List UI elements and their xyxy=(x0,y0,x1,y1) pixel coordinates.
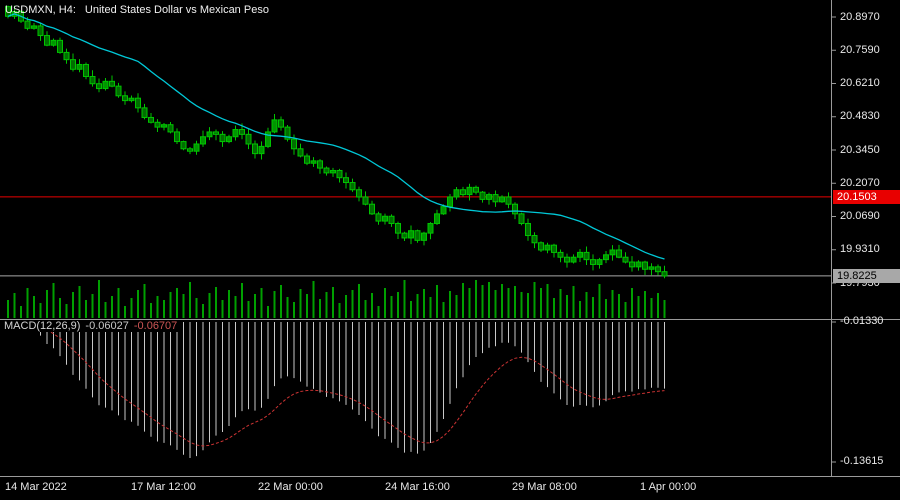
indicator-main-value: -0.06027 xyxy=(85,320,129,332)
time-axis[interactable]: 14 Mar 2022 17 Mar 12:00 22 Mar 00:00 24 Ma… xyxy=(0,477,900,500)
price-horizontal-lines xyxy=(0,196,831,277)
price-axis-label: 20.7590 xyxy=(840,44,880,56)
time-axis-label: 24 Mar 16:00 xyxy=(385,481,450,493)
indicator-signal-value: -0.06707 xyxy=(133,320,178,332)
ma-line xyxy=(7,13,665,260)
price-axis-label: 20.6210 xyxy=(840,77,880,89)
price-axis-label: 20.4830 xyxy=(840,110,880,122)
chart-title: USDMXN, H4: United States Dollar vs Mexic… xyxy=(5,4,269,16)
chart-symbol-timeframe: USDMXN, H4: xyxy=(5,4,76,16)
macd-axis-label: -0.13615 xyxy=(840,455,884,467)
time-axis-label: 29 Mar 08:00 xyxy=(512,481,577,493)
time-axis-label: 1 Apr 00:00 xyxy=(640,481,697,493)
price-axis-label: 19.9310 xyxy=(840,243,880,255)
price-tag: 20.1503 xyxy=(833,190,900,204)
price-axis-label: 20.3450 xyxy=(840,144,880,156)
time-axis-label: 22 Mar 00:00 xyxy=(258,481,323,493)
price-axis-label: 20.0690 xyxy=(840,210,880,222)
volume-series xyxy=(7,280,666,318)
price-axis-label: 20.8970 xyxy=(840,11,880,23)
macd-signal-line xyxy=(8,321,665,447)
price-tag: 19.8225 xyxy=(833,269,900,283)
price-axis[interactable]: 20.8970 20.7590 20.6210 20.4830 20.3450 20.20… xyxy=(832,0,900,476)
macd-histogram xyxy=(20,322,665,458)
indicator-label: MACD(12,26,9) -0.06027 -0.06707 xyxy=(4,320,181,332)
time-axis-label: 17 Mar 12:00 xyxy=(131,481,196,493)
price-axis-label: 20.2070 xyxy=(840,177,880,189)
macd-axis-label: -0.01330 xyxy=(840,315,884,327)
indicator-name: MACD(12,26,9) xyxy=(4,320,81,332)
time-axis-label: 14 Mar 2022 xyxy=(5,481,67,493)
panel-separators xyxy=(0,0,900,477)
chart-symbol-description: United States Dollar vs Mexican Peso xyxy=(84,4,269,16)
axis-ticks xyxy=(831,16,836,463)
candlestick-series xyxy=(5,5,668,279)
